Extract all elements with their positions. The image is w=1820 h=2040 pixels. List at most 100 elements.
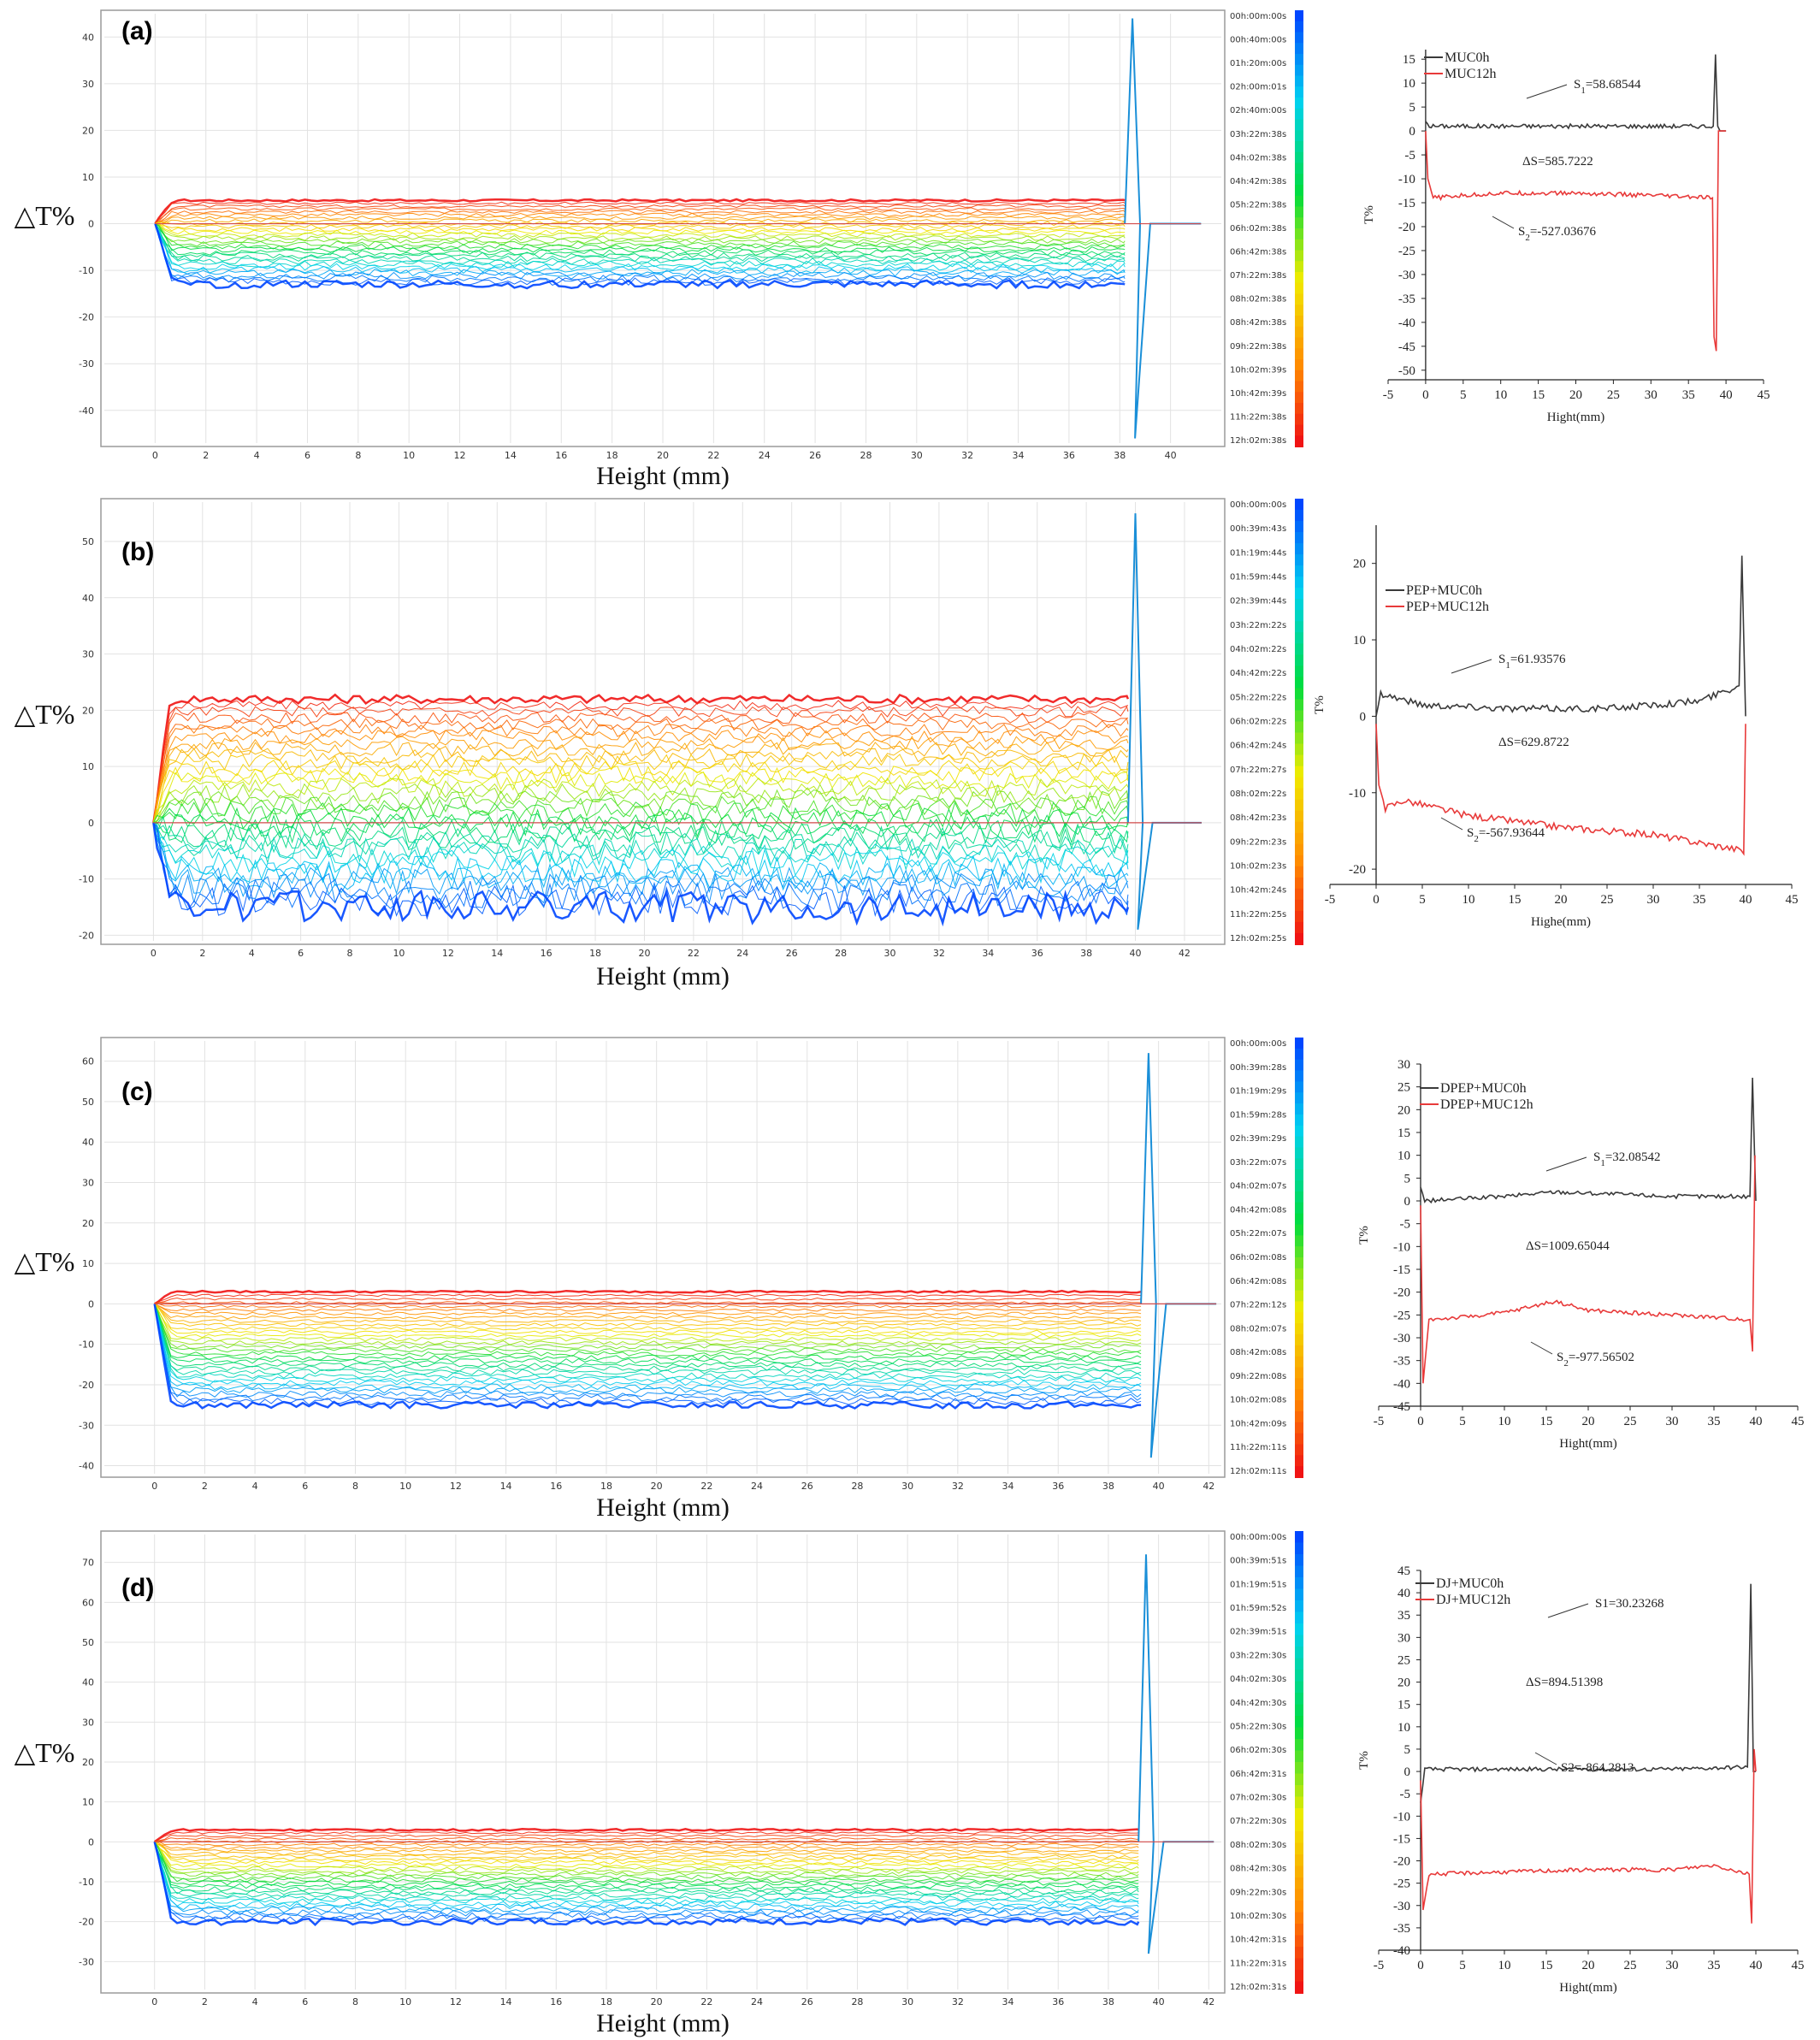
delta-t-curve: [154, 1831, 1139, 1842]
y-tick-label: 10: [1403, 77, 1415, 91]
annotation-s1-leader: [1451, 659, 1492, 674]
colorbar-segment: [1295, 1092, 1303, 1105]
colorbar-time-label: 04h:42m:08s: [1230, 1205, 1286, 1215]
delta-t-curve: [152, 822, 1129, 918]
x-tick-label: 22: [700, 1481, 712, 1492]
delta-t-curve: [154, 1842, 1139, 1899]
panel-d-transmission-chart: -5 0 5 10 15 20 25 30 35 40 45 -40 -35 -30 -25 -20 -15 -1…: [1357, 1564, 1805, 1995]
annotation-s2: S2=-567.93644: [1467, 826, 1545, 844]
panel-a-transmission-chart: -5 0 5 10 15 20 25 30 35 40 45-50-45-40-35-30-25-2…: [1362, 50, 1770, 424]
y-tick-label: 5: [1404, 1743, 1411, 1757]
x-tick-label: 6: [298, 948, 304, 959]
x-tick-label: 28: [835, 948, 847, 959]
colorbar-segment: [1295, 413, 1303, 426]
colorbar-segment: [1295, 119, 1303, 132]
y-tick-label: -40: [79, 405, 94, 417]
x-tick-label: 40: [1750, 1959, 1763, 1972]
y-tick-label: 40: [1398, 1587, 1410, 1600]
colorbar-segment: [1295, 54, 1303, 66]
y-tick-label: 45: [1398, 1564, 1410, 1578]
colorbar-segment: [1295, 1819, 1303, 1832]
colorbar-segment: [1295, 316, 1303, 328]
annotation-s2-value: =-527.03676: [1530, 225, 1597, 239]
colorbar-segment: [1295, 565, 1303, 578]
delta-t-curve: [152, 822, 1130, 927]
delta-t-curve: [155, 223, 1126, 241]
x-tick-label: 10: [1462, 893, 1475, 907]
delta-t-curve: [154, 198, 1126, 225]
panel-label-c: (c): [121, 1078, 153, 1106]
x-tick-label: 8: [352, 1996, 358, 2007]
colorbar-segment: [1295, 1647, 1303, 1659]
delta-t-curve: [154, 1304, 1142, 1350]
x-tick-label: 8: [347, 948, 353, 959]
delta-t-curve: [154, 223, 1126, 257]
colorbar-segment: [1295, 1842, 1303, 1855]
delta-t-curve: [154, 1842, 1139, 1907]
annotation-s2-value: =-977.56502: [1569, 1351, 1634, 1364]
delta-t-curve: [154, 1304, 1142, 1391]
x-tick-label: 35: [1693, 893, 1706, 907]
colorbar-time-label: 06h:42m:08s: [1230, 1277, 1286, 1286]
annotation-s2: S2=-977.56502: [1557, 1351, 1634, 1369]
delta-t-curve: [154, 1836, 1139, 1842]
annotation-s2-value: =-864.2813: [1575, 1761, 1634, 1775]
series-line: [1425, 54, 1727, 132]
x-tick-label: 2: [202, 1481, 208, 1492]
colorbar-segment: [1295, 821, 1303, 834]
time-colorbar: 00h:00m:00s 00h:40m:00s 01h:20m:00s 02h:00m…: [1230, 10, 1303, 447]
x-tick-label: 20: [651, 1996, 663, 2007]
delta-t-curve: [152, 724, 1129, 824]
x-tick-label: 42: [1202, 1481, 1214, 1492]
x-tick-label: 40: [1750, 1415, 1763, 1428]
colorbar-segment: [1295, 130, 1303, 142]
delta-t-curve: [154, 1834, 1139, 1842]
colorbar-segment: [1295, 206, 1303, 219]
delta-t-curve: [155, 223, 1126, 239]
colorbar-segment: [1295, 688, 1303, 701]
delta-t-curve: [155, 207, 1126, 224]
x-tick-label: 16: [550, 1481, 562, 1492]
y-tick-label: 30: [82, 649, 94, 660]
y-tick-label: 60: [82, 1597, 94, 1608]
y-tick-label: 20: [1398, 1676, 1410, 1690]
colorbar-segment: [1295, 877, 1303, 890]
delta-t-curve: [155, 210, 1126, 224]
y-tick-label: 0: [88, 1298, 94, 1310]
delta-t-curve: [152, 754, 1129, 824]
colorbar-time-label: 04h:02m:22s: [1230, 645, 1286, 654]
x-tick-label: 38: [1114, 450, 1126, 461]
colorbar-segment: [1295, 1554, 1303, 1567]
colorbar-time-label: 11h:22m:38s: [1230, 412, 1286, 422]
x-tick-label: -5: [1383, 388, 1394, 402]
colorbar-segment: [1295, 1670, 1303, 1682]
delta-t-curve: [152, 759, 1129, 824]
colorbar-time-label: 10h:42m:39s: [1230, 389, 1286, 399]
delta-t-curve: [152, 783, 1129, 824]
y-tick-label: -15: [1393, 1832, 1410, 1846]
delta-t-curve: [155, 223, 1126, 245]
annotation-delta-s: ΔS=894.51398: [1526, 1676, 1603, 1689]
delta-t-curve: [155, 212, 1126, 224]
delta-t-curve: [153, 822, 1129, 872]
colorbar-segment: [1295, 1542, 1303, 1555]
colorbar-segment: [1295, 1577, 1303, 1590]
annotation-s2-sub: 2: [1525, 233, 1530, 243]
colorbar-segment: [1295, 521, 1303, 534]
x-tick-label: 5: [1459, 1415, 1466, 1428]
colorbar-segment: [1295, 510, 1303, 523]
x-tick-label: 25: [1607, 388, 1620, 402]
colorbar-segment: [1295, 1038, 1303, 1050]
delta-t-curve: [154, 1304, 1142, 1331]
delta-t-curve: [153, 1304, 1142, 1410]
x-tick-label: 18: [606, 450, 618, 461]
x-tick-label: -5: [1374, 1415, 1385, 1428]
x-tick-label: 15: [1532, 388, 1545, 402]
y-tick-label: 20: [82, 125, 94, 136]
annotation-s2-leader: [1530, 1341, 1553, 1355]
panel-b-delta-t-chart: 0 2 4 6 8 10 12 14 16 18 20 22 24 26 28 30 32 34 36 38 40 42-…: [15, 498, 1303, 990]
x-tick-label: 16: [555, 450, 567, 461]
delta-t-curve: [153, 822, 1129, 851]
colorbar-segment: [1295, 381, 1303, 393]
x-tick-label: 15: [1540, 1415, 1553, 1428]
